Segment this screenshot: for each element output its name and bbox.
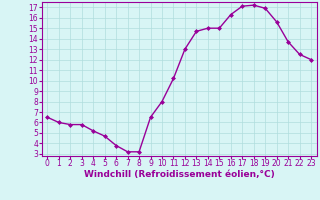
X-axis label: Windchill (Refroidissement éolien,°C): Windchill (Refroidissement éolien,°C) — [84, 170, 275, 179]
